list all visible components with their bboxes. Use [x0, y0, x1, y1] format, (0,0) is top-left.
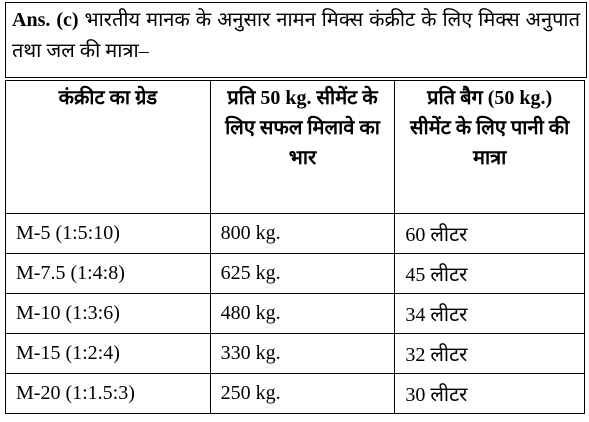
table-cell: M-15 (1:2:4) [5, 333, 211, 374]
table-row: M-10 (1:3:6) 480 kg. 34 लीटर [5, 293, 585, 334]
answer-box: Ans. (c) भारतीय मानक के अनुसार नामन मिक्… [5, 2, 587, 78]
table-cell: 330 kg. [209, 333, 396, 374]
table-body: M-5 (1:5:10) 800 kg. 60 लीटर M-7.5 (1:4:8) 6… [5, 213, 585, 414]
answer-text: भारतीय मानक के अनुसार नामन मिक्स कंक्रीट… [12, 9, 581, 62]
table-cell: M-7.5 (1:4:8) [5, 253, 211, 294]
table-cell: 60 लीटर [394, 213, 585, 254]
table-cell: 250 kg. [209, 373, 396, 414]
table: कंक्रीट का ग्रेड प्रति 50 kg. सीमेंट के ल… [5, 80, 585, 414]
header-row: कंक्रीट का ग्रेड प्रति 50 kg. सीमेंट के ल… [5, 80, 585, 214]
table-row: M-15 (1:2:4) 330 kg. 32 लीटर [5, 333, 585, 374]
table-cell: M-20 (1:1.5:3) [5, 373, 211, 414]
table-cell: 30 लीटर [394, 373, 585, 414]
header-cell: प्रति बैग (50 kg.) सीमेंट के लिए पानी की… [394, 80, 585, 214]
table-cell: M-5 (1:5:10) [5, 213, 211, 254]
table-cell: 625 kg. [209, 253, 396, 294]
table-cell: M-10 (1:3:6) [5, 293, 211, 334]
header-cell: प्रति 50 kg. सीमेंट के लिए सफल मिलावे का… [209, 80, 396, 214]
table-cell: 480 kg. [209, 293, 396, 334]
answer-label: Ans. (c) [12, 9, 79, 31]
table-row: M-20 (1:1.5:3) 250 kg. 30 लीटर [5, 373, 585, 414]
header-cell: कंक्रीट का ग्रेड [5, 80, 211, 214]
table-cell: 45 लीटर [394, 253, 585, 294]
table-cell: 32 लीटर [394, 333, 585, 374]
table-cell: 34 लीटर [394, 293, 585, 334]
table-cell: 800 kg. [209, 213, 396, 254]
table-row: M-7.5 (1:4:8) 625 kg. 45 लीटर [5, 253, 585, 294]
table-row: M-5 (1:5:10) 800 kg. 60 लीटर [5, 213, 585, 254]
